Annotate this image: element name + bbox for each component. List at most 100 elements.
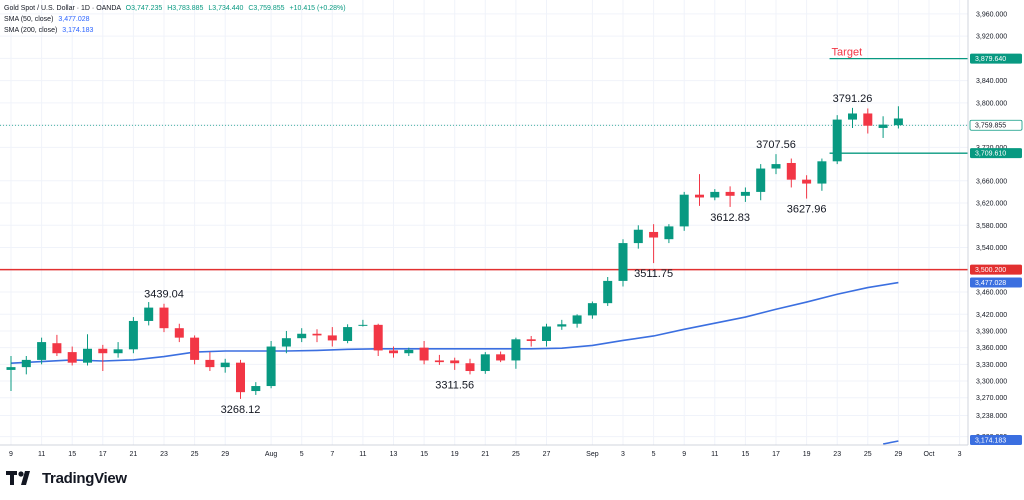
- candle-body: [496, 354, 506, 361]
- candle-body: [21, 359, 31, 368]
- candle-body: [633, 229, 643, 244]
- x-tick-label: 7: [330, 451, 334, 458]
- candle-body: [649, 231, 659, 238]
- candle-body: [236, 362, 245, 393]
- y-tick-label: 3,660.000: [976, 178, 1007, 185]
- candle-body: [67, 352, 77, 363]
- target-line-label: 3,879.640: [975, 56, 1006, 63]
- candle-body: [817, 161, 827, 184]
- target-label: Target: [832, 47, 863, 59]
- price-annotation: 3791.26: [833, 93, 873, 105]
- candle-body: [450, 360, 460, 364]
- y-tick-label: 3,960.000: [976, 11, 1007, 18]
- y-tick-label: 3,420.000: [976, 312, 1007, 319]
- y-tick-label: 3,238.000: [976, 413, 1007, 420]
- red-support-line-tag: [970, 264, 1022, 275]
- y-tick-label: 3,330.000: [976, 362, 1007, 369]
- x-tick-label: 3: [621, 451, 625, 458]
- price-annotation: 3268.12: [221, 404, 261, 416]
- sma-layer: [10, 281, 899, 445]
- candle-body: [312, 333, 322, 336]
- candle-body: [786, 162, 796, 180]
- x-tick-label: 11: [711, 451, 718, 458]
- red-support-line-label: 3,500.200: [975, 267, 1006, 274]
- candle-body: [802, 179, 812, 184]
- candle-body: [251, 386, 261, 392]
- candle-body: [511, 339, 521, 361]
- y-tick-label: 3,800.000: [976, 100, 1007, 107]
- candle-body: [266, 346, 276, 387]
- change-value: +10.415 (+0.28%): [289, 5, 346, 12]
- candle-body: [557, 324, 567, 327]
- candle-body: [159, 307, 169, 329]
- sma50-value: 3,477.028: [58, 16, 90, 23]
- candle-body: [113, 349, 123, 354]
- candle-body: [373, 324, 383, 351]
- price-axis[interactable]: 3,960.0003,920.0003,880.0003,840.0003,80…: [967, 0, 1023, 445]
- sma50-line: [10, 281, 899, 365]
- candle-body: [603, 280, 613, 304]
- sma200-tag: [970, 435, 1022, 445]
- x-tick-label: 21: [481, 451, 489, 458]
- candle-body: [572, 315, 582, 324]
- legend-symbol-row[interactable]: Gold Spot / U.S. Dollar · 1D · OANDA O3,…: [4, 3, 346, 14]
- candle-body: [542, 326, 551, 341]
- candle-body: [419, 347, 429, 361]
- y-tick-label: 3,580.000: [976, 223, 1007, 230]
- candle-body: [6, 367, 16, 370]
- candle-body: [174, 328, 184, 338]
- x-tick-label: Aug: [265, 451, 278, 458]
- x-tick-label: Sep: [586, 451, 599, 458]
- candle-body: [832, 119, 842, 162]
- sma50-label: SMA (50, close): [4, 16, 54, 23]
- y-tick-label: 3,360.000: [976, 345, 1007, 352]
- time-axis[interactable]: 9 11 15 17 21 23 25 29 Aug 5 7 11 13 15 19 21 25 27 Sep 3 5 9…: [0, 444, 968, 458]
- candle-body: [893, 118, 903, 126]
- x-tick-label: 29: [221, 451, 229, 458]
- grid-layer: [0, 0, 968, 445]
- brand-name: TradingView: [42, 469, 127, 487]
- x-tick-label: 25: [512, 451, 520, 458]
- y-tick-label: 3,460.000: [976, 290, 1007, 297]
- candle-body: [771, 164, 781, 169]
- x-tick-label: 3: [958, 451, 962, 458]
- x-tick-label: 19: [803, 451, 811, 458]
- x-tick-label: 29: [895, 451, 903, 458]
- x-tick-label: 23: [160, 451, 168, 458]
- close-value: C3,759.855: [248, 5, 285, 12]
- candle-body: [297, 333, 307, 339]
- candle-body: [679, 194, 689, 227]
- sma50-tag-label: 3,477.028: [975, 280, 1006, 287]
- candle-body: [205, 359, 215, 368]
- x-tick-label: Oct: [924, 451, 935, 458]
- x-tick-label: 19: [451, 451, 459, 458]
- x-tick-label: 25: [191, 451, 199, 458]
- open-value: O3,747.235: [125, 5, 163, 12]
- candle-body: [710, 191, 720, 198]
- candle-body: [480, 354, 490, 372]
- candle-body: [281, 338, 291, 347]
- tradingview-logo[interactable]: TradingView: [6, 467, 127, 489]
- x-tick-label: 15: [68, 451, 76, 458]
- x-tick-label: 17: [772, 451, 780, 458]
- candle-body: [664, 226, 674, 240]
- annotations-layer: Target 3439.04 3268.12 3311.56 3511.75 3612.8…: [144, 47, 872, 416]
- legend-sma50-row[interactable]: SMA (50, close) 3,477.028: [4, 14, 346, 25]
- legend-sma200-row[interactable]: SMA (200, close) 3,174.183: [4, 25, 346, 36]
- x-tick-label: 13: [390, 451, 398, 458]
- x-tick-label: 5: [300, 451, 304, 458]
- x-tick-label: 11: [38, 451, 45, 458]
- candle-body: [740, 191, 750, 196]
- candle-body: [144, 307, 154, 321]
- x-tick-label: 25: [864, 451, 872, 458]
- candle-body: [83, 348, 92, 363]
- current-price-tag: [969, 119, 1023, 131]
- price-annotation: 3612.83: [710, 212, 750, 224]
- candle-body: [465, 363, 475, 372]
- candle-body: [863, 113, 873, 126]
- low-value: L3,734.440: [208, 5, 244, 12]
- x-tick-label: 11: [359, 451, 366, 458]
- price-annotation: 3439.04: [144, 289, 184, 301]
